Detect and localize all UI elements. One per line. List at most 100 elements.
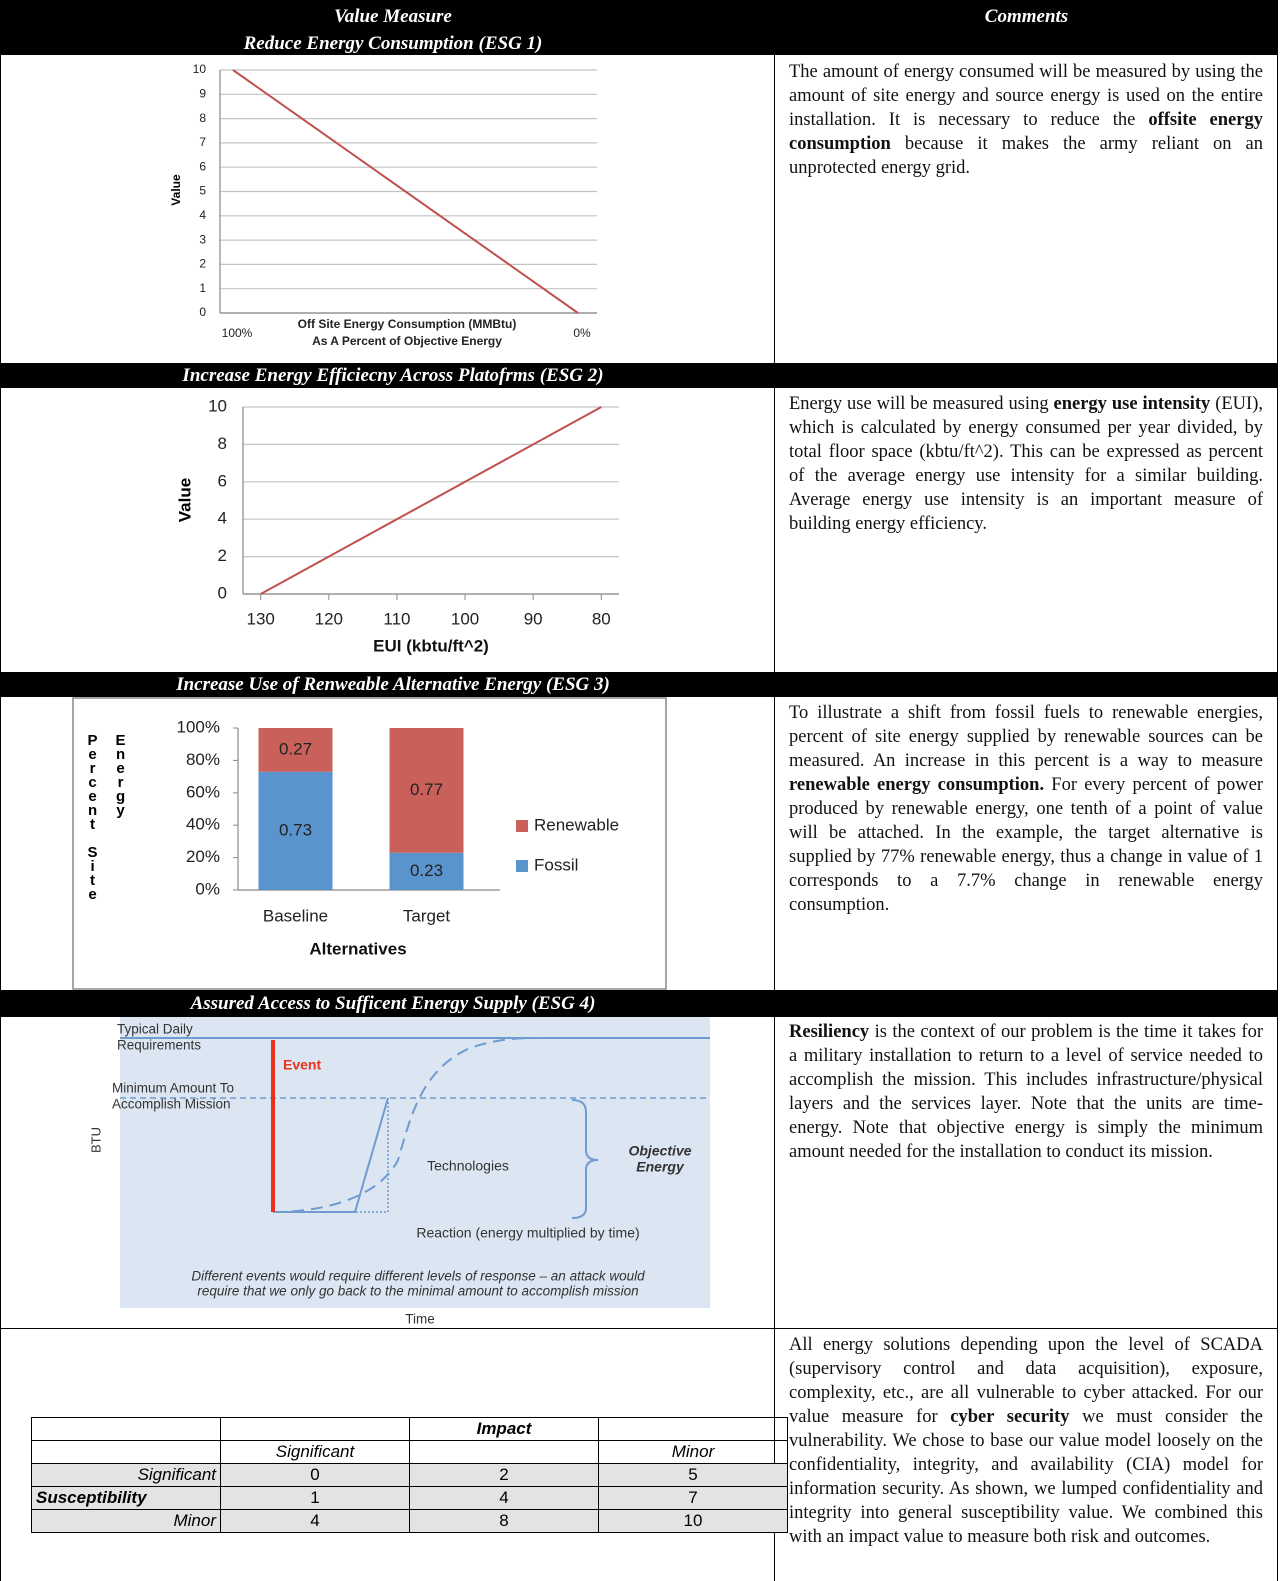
y-tick-label: 2: [199, 257, 206, 271]
section-bar: Increase Use of Renweable Alternative En…: [0, 672, 1278, 697]
y-tick-label: 20%: [186, 847, 220, 866]
y-tick-label: 0: [218, 583, 227, 602]
column-header: Impact: [409, 1417, 599, 1441]
y-tick-label: 40%: [186, 815, 220, 834]
y-tick-label: 10: [208, 396, 227, 415]
cell: 0: [220, 1463, 410, 1487]
diagram: Typical Daily Requirements Event Minimum…: [88, 1017, 710, 1327]
section-bar: Increase Energy Efficiecny Across Platof…: [0, 363, 1278, 388]
section-title: Assured Access to Sufficent Energy Suppl…: [190, 993, 596, 1014]
y-tick-label: 8: [218, 434, 227, 453]
text: All energy solutions depending upon the …: [789, 1335, 1263, 1427]
diagram-caption: require that we only go back to the mini…: [197, 1284, 638, 1299]
recovery-curve: [272, 1037, 546, 1213]
y-tick-label: 0: [199, 305, 206, 319]
cell: [598, 1417, 788, 1441]
y-tick-label: 80%: [186, 750, 220, 769]
y-tick-label: 100%: [177, 717, 220, 736]
cell: 10: [598, 1509, 788, 1533]
text: we must consider the vulnerability. We c…: [789, 1407, 1263, 1547]
data-label: 0.73: [279, 820, 312, 839]
data-line: [232, 69, 579, 314]
cell: [409, 1440, 599, 1464]
x-tick-label: 0%: [573, 326, 591, 340]
x-tick-label: 80: [592, 609, 611, 628]
diagram-label: Reaction (energy multiplied by time): [416, 1225, 639, 1241]
data-label: 0.77: [410, 780, 443, 799]
text: is the context of our problem is the tim…: [789, 1022, 1263, 1162]
x-tick-label: 100%: [222, 326, 253, 340]
data-line: [260, 406, 602, 595]
text: because it makes the army reliant on an …: [789, 134, 1263, 178]
border: [774, 0, 775, 1581]
text: For every percent of power produced by r…: [789, 775, 1264, 915]
comment: To illustrate a shift from fossil fuels …: [789, 701, 1263, 917]
text: To illustrate a shift from fossil fuels …: [789, 703, 1263, 771]
text: Energy use will be measured using: [789, 394, 1054, 414]
diagram-label: Energy: [636, 1159, 685, 1175]
diagram-label: Time: [405, 1312, 435, 1327]
section-title: Increase Use of Renweable Alternative En…: [176, 674, 610, 695]
cell: [220, 1417, 410, 1441]
y-axis-label: Percent Site: [84, 732, 101, 900]
diagram-label: Objective: [628, 1143, 691, 1159]
header-left: Reduce Energy Consumption (ESG 1): [243, 33, 543, 54]
row-header: Susceptibility: [31, 1486, 221, 1510]
y-tick-label: 5: [199, 184, 206, 198]
cell: 5: [598, 1463, 788, 1487]
x-tick-label: Baseline: [263, 906, 328, 925]
x-tick-label: 100: [451, 609, 479, 628]
text: The amount of energy consumed will be me…: [789, 62, 1263, 130]
legend-label: Fossil: [534, 855, 578, 874]
diagram-label: Typical Daily: [117, 1022, 193, 1037]
bar-segment: [258, 771, 333, 890]
cell: 4: [220, 1509, 410, 1533]
impact-table: Impact Significant Minor Significant 0 2 5 S…: [31, 1417, 788, 1533]
x-axis-label: Off Site Energy Consumption (MMBtu): [298, 317, 517, 331]
row-label: Minor: [31, 1509, 221, 1533]
diagram-label: Minimum Amount To: [112, 1081, 234, 1096]
y-axis-label: Energy: [112, 732, 129, 818]
bar-segment: [389, 728, 464, 853]
diagram-label: Requirements: [117, 1038, 201, 1053]
figures: Typical Daily Requirements Event Minimum…: [72, 62, 710, 1327]
bold-text: energy use intensity: [1053, 394, 1211, 414]
border: [0, 1328, 1278, 1329]
text: (EUI), which is calculated by energy con…: [789, 394, 1263, 534]
y-tick-label: 6: [218, 471, 227, 490]
diagram-label: Event: [283, 1057, 321, 1073]
data-label: 0.23: [410, 861, 443, 880]
bold-text: Resiliency: [789, 1022, 870, 1042]
bracket: [571, 1099, 599, 1219]
y-axis-label: Value: [169, 174, 183, 206]
bold-text: cyber security: [950, 1407, 1070, 1427]
cell: 1: [220, 1486, 410, 1510]
column-label: Significant: [220, 1440, 410, 1464]
y-tick-label: 7: [199, 135, 206, 149]
cell: 4: [409, 1486, 599, 1510]
x-axis-label: EUI (kbtu/ft^2): [373, 636, 489, 655]
bold-text: offsite energy consumption: [789, 110, 1263, 154]
header-right: Comments: [984, 6, 1069, 27]
x-axis-label: Alternatives: [309, 939, 406, 958]
technology-line: [273, 1097, 389, 1213]
x-tick-label: 110: [383, 609, 410, 628]
bar-segment: [258, 728, 333, 772]
comment: All energy solutions depending upon the …: [789, 1333, 1263, 1549]
legend-swatch: [516, 860, 528, 872]
diagram-bg: [120, 1017, 710, 1308]
y-tick-label: 1: [199, 281, 206, 295]
legend-swatch: [516, 820, 528, 832]
y-tick-label: 2: [218, 546, 227, 565]
comment: The amount of energy consumed will be me…: [789, 60, 1263, 180]
cell: [31, 1417, 221, 1441]
legend-label: Renewable: [534, 815, 619, 834]
bold-text: renewable energy consumption.: [789, 775, 1045, 795]
y-tick-label: 10: [193, 62, 207, 76]
diagram-label: BTU: [88, 1127, 103, 1153]
y-axis-label: Value: [175, 478, 194, 522]
diagram-label: Accomplish Mission: [112, 1097, 231, 1112]
diagram-caption: Different events would require different…: [191, 1269, 645, 1284]
column-label: Minor: [598, 1440, 788, 1464]
